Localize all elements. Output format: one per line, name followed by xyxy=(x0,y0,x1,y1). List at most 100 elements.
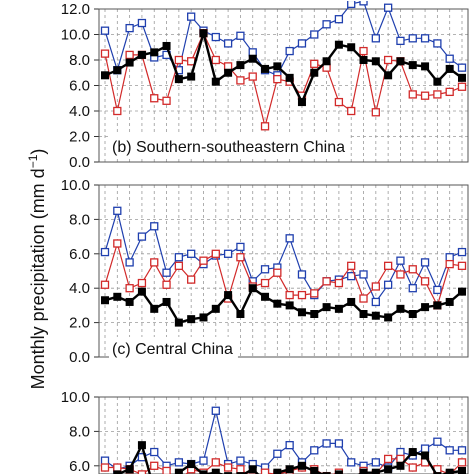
data-point-red xyxy=(174,261,184,270)
data-point-red xyxy=(457,261,467,270)
data-point-blue xyxy=(359,270,368,279)
series-red xyxy=(100,239,467,310)
data-point-black xyxy=(187,72,196,81)
data-point-blue xyxy=(125,23,134,33)
data-point-blue xyxy=(445,253,454,262)
series-line-black xyxy=(104,286,463,325)
data-point-black xyxy=(224,291,233,300)
data-point-blue xyxy=(236,31,245,40)
data-point-red xyxy=(137,278,147,288)
panel-title: (c) Central China xyxy=(112,341,233,358)
panel-title: (b) Southern-southeastern China xyxy=(112,139,345,156)
data-point-red xyxy=(137,470,147,474)
data-point-blue xyxy=(445,446,454,455)
y-axis-label-superscript: −1 xyxy=(26,154,40,168)
data-point-red xyxy=(162,96,171,105)
data-point-black xyxy=(359,56,368,64)
data-point-black xyxy=(236,472,245,474)
series-line-black xyxy=(104,28,463,105)
data-point-black xyxy=(162,297,171,306)
data-point-red xyxy=(211,249,220,258)
data-point-black xyxy=(224,472,233,474)
data-point-blue xyxy=(211,406,220,415)
data-point-black xyxy=(101,296,109,305)
data-point-black xyxy=(384,313,393,322)
data-point-red xyxy=(100,463,110,472)
y-tick-label: 0.0 xyxy=(69,154,90,171)
data-point-black xyxy=(384,465,393,474)
data-point-blue xyxy=(223,39,233,48)
series-line-blue xyxy=(104,208,463,304)
data-point-blue xyxy=(371,297,380,307)
data-point-black xyxy=(396,461,405,470)
data-point-black xyxy=(347,43,356,52)
data-point-red xyxy=(408,265,417,274)
data-point-red xyxy=(457,458,467,467)
y-tick-label: 4.0 xyxy=(69,280,90,297)
data-point-black xyxy=(322,303,331,312)
data-point-blue xyxy=(420,34,430,43)
data-point-red xyxy=(260,122,270,131)
data-point-red xyxy=(359,294,368,303)
data-point-black xyxy=(347,297,356,306)
series-blue xyxy=(100,206,467,307)
data-point-black xyxy=(261,64,270,73)
panel-title-background xyxy=(109,337,238,359)
data-point-blue xyxy=(445,54,454,63)
data-point-blue xyxy=(187,12,196,21)
data-point-black xyxy=(359,468,368,474)
data-point-red xyxy=(383,454,393,464)
data-point-red xyxy=(445,259,454,269)
data-point-red xyxy=(113,239,122,248)
data-point-black xyxy=(396,304,405,313)
data-point-blue xyxy=(408,34,417,43)
y-tick-label: 2.0 xyxy=(69,129,90,146)
data-point-blue xyxy=(359,1,368,6)
data-point-blue xyxy=(322,20,331,29)
data-point-blue xyxy=(334,439,344,448)
data-point-red xyxy=(334,278,344,288)
y-axis-label: Monthly precipitation (mm d−1) xyxy=(26,149,48,390)
data-point-blue xyxy=(310,30,319,39)
data-point-red xyxy=(260,468,270,474)
data-point-blue xyxy=(383,3,393,12)
data-point-blue xyxy=(420,444,430,453)
y-tick-label: 6.0 xyxy=(69,458,90,474)
data-point-blue xyxy=(371,34,380,43)
data-point-black xyxy=(334,304,343,313)
data-point-red xyxy=(383,261,393,270)
data-point-black xyxy=(125,465,134,474)
data-point-blue xyxy=(322,439,331,448)
plot-frame xyxy=(98,8,469,163)
data-point-black xyxy=(421,62,430,71)
data-point-blue xyxy=(125,258,134,267)
data-point-black xyxy=(310,310,319,318)
data-point-blue xyxy=(285,234,294,243)
series-red xyxy=(100,29,467,131)
data-point-red xyxy=(273,268,282,277)
data-point-blue xyxy=(334,15,344,24)
y-tick-label: 12.0 xyxy=(61,1,90,18)
data-point-black xyxy=(211,77,220,86)
data-point-black xyxy=(248,465,257,474)
data-point-blue xyxy=(310,446,319,455)
data-point-blue xyxy=(396,447,405,457)
y-tick-label: 8.0 xyxy=(69,52,90,69)
data-point-blue xyxy=(174,458,184,467)
y-tick-label: 8.0 xyxy=(69,211,90,228)
data-point-black xyxy=(248,284,257,293)
data-point-black xyxy=(421,451,430,460)
data-point-blue xyxy=(457,446,467,455)
data-point-black xyxy=(297,308,306,317)
data-point-black xyxy=(113,66,122,75)
data-point-red xyxy=(359,46,368,56)
data-point-black xyxy=(433,301,442,310)
data-point-red xyxy=(236,76,245,85)
data-point-black xyxy=(187,315,196,324)
data-point-red xyxy=(113,106,122,116)
data-point-blue xyxy=(100,456,110,465)
data-point-blue xyxy=(150,447,159,457)
data-point-black xyxy=(174,468,183,474)
data-point-red xyxy=(150,94,159,103)
